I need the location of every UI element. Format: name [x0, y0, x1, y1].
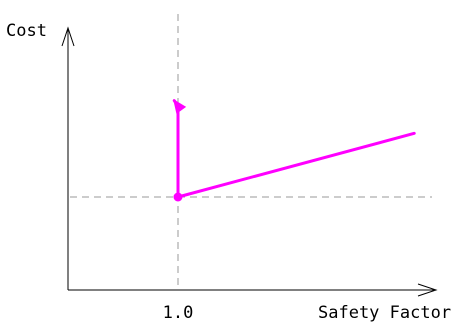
y-axis-label: Cost: [6, 21, 47, 41]
series-0-arrowhead: [173, 99, 187, 114]
x-tick-label: 1.0: [163, 303, 194, 323]
series-0-marker: [173, 192, 183, 202]
x-axis-arrow: [417, 283, 438, 297]
axes: [61, 26, 438, 297]
reference-lines: [70, 14, 432, 288]
series-0-segment-2: [176, 131, 416, 199]
y-axis-arrow: [61, 26, 75, 47]
labels: Cost Safety Factor 1.0: [6, 21, 451, 323]
series-layer: [172, 99, 416, 202]
x-axis-label: Safety Factor: [318, 303, 451, 323]
